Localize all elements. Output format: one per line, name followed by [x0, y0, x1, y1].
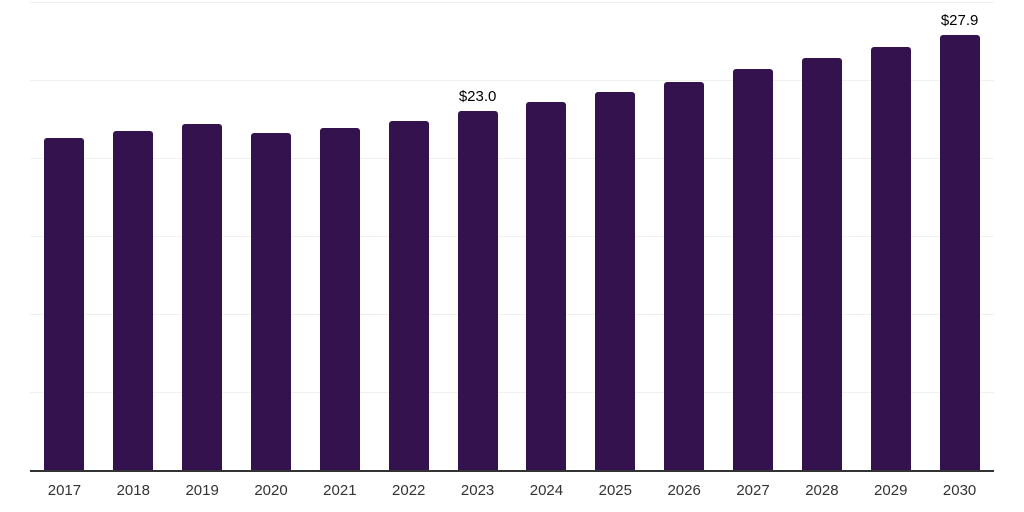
x-tick-label: 2029: [874, 482, 908, 499]
x-tick-label: 2018: [116, 482, 150, 499]
bar: [801, 58, 842, 470]
x-tick-label: 2020: [254, 482, 288, 499]
bar: [251, 133, 291, 470]
x-tick-label: 2025: [598, 482, 632, 499]
bar-cell: [374, 2, 443, 470]
bar: [870, 47, 911, 470]
bar-cell: [787, 2, 856, 470]
bar: [664, 81, 705, 470]
bar-cell: [305, 2, 374, 470]
bar-cell: [237, 2, 306, 470]
gridline: [30, 158, 994, 159]
x-tick-label: 2028: [805, 482, 839, 499]
x-tick-label: 2021: [323, 482, 357, 499]
gridlines: [30, 2, 994, 470]
bar: [182, 123, 223, 470]
bar: [939, 34, 980, 470]
bar: [113, 131, 154, 470]
bar-cell: [650, 2, 719, 470]
x-tick-label: 2017: [47, 482, 82, 499]
bar-cell: [512, 2, 581, 470]
x-axis-labels: 2017 2018 2019 2020 2021 2022 2023 2024 2025 2026…: [30, 482, 994, 499]
bar-value-label: $27.9: [940, 11, 979, 29]
bar-cell: [719, 2, 788, 470]
bar-cell: [99, 2, 168, 470]
x-tick-label: 2027: [736, 482, 770, 499]
bar-cell: $23.0: [443, 2, 512, 470]
bar-cell: [581, 2, 650, 470]
x-tick-label: 2022: [392, 482, 426, 499]
gridline: [30, 236, 994, 237]
bar: [319, 128, 360, 470]
bar: [457, 111, 498, 470]
gridline: [30, 80, 994, 81]
x-tick-label: 2030: [942, 482, 977, 499]
x-axis-line: [30, 470, 994, 472]
x-tick-label: 2024: [529, 482, 564, 499]
bar: [44, 137, 85, 470]
bar: [595, 92, 636, 470]
bar-value-label: $23.0: [458, 88, 497, 106]
bar-cell: [856, 2, 925, 470]
bars: $23.0 $27.9: [30, 2, 994, 470]
x-tick-label: 2019: [185, 482, 219, 499]
x-tick-label: 2026: [667, 482, 701, 499]
gridline: [30, 314, 994, 315]
bar-cell: [30, 2, 99, 470]
plot-area: $23.0 $27.9: [30, 2, 994, 472]
bar-cell: [168, 2, 237, 470]
x-tick-label: 2023: [460, 482, 495, 499]
bar-cell: $27.9: [925, 2, 994, 470]
bar: [388, 120, 429, 470]
bar: [526, 101, 567, 470]
gridline: [30, 392, 994, 393]
bar: [733, 69, 774, 470]
gridline: [30, 2, 994, 3]
